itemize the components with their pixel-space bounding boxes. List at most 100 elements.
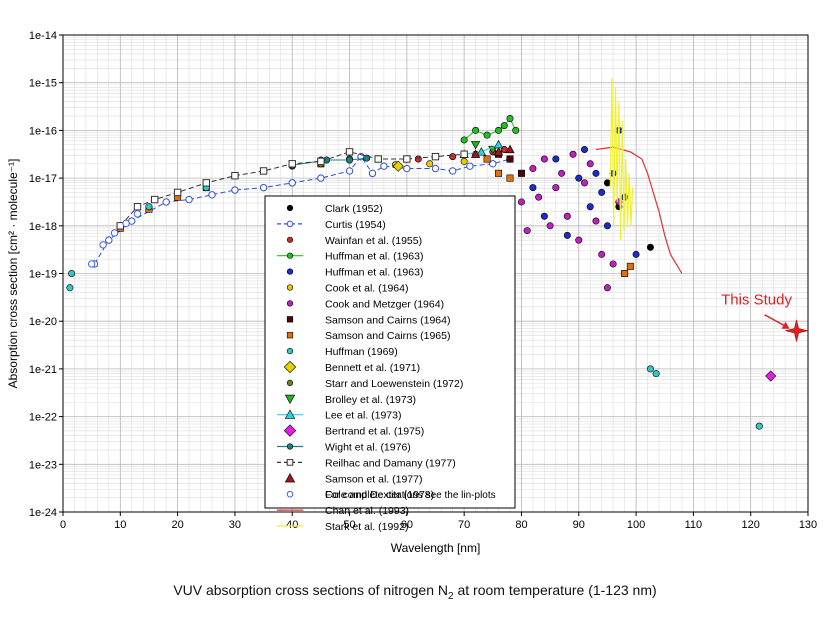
legend-marker	[286, 316, 294, 323]
legend-marker	[283, 424, 297, 437]
data-point	[122, 219, 130, 228]
x-tick-label: 40	[286, 519, 298, 531]
legend-label: Lee et al. (1973)	[325, 410, 401, 422]
data-point	[346, 156, 354, 164]
x-tick-label: 130	[799, 519, 817, 531]
data-point	[431, 152, 440, 161]
legend-entry: Huffman et al. (1963)	[286, 267, 423, 279]
data-point	[66, 284, 74, 292]
data-point	[529, 165, 537, 173]
data-point	[208, 191, 216, 199]
data-point	[231, 172, 239, 180]
data-point	[145, 203, 153, 211]
data-point	[105, 236, 113, 244]
legend-label: Cook and Metzger (1964)	[325, 298, 444, 310]
data-point	[603, 284, 611, 292]
legend-marker	[284, 473, 296, 483]
legend-label: Huffman et al. (1963)	[325, 267, 423, 279]
y-tick-label: 1e-20	[29, 316, 57, 328]
legend-entry: Wight et al. (1976)	[277, 442, 411, 454]
x-tick-label: 10	[114, 519, 126, 531]
legend-label: Chan et al. (1993)	[325, 505, 409, 517]
legend-entry: Curtis (1954)	[277, 219, 386, 231]
legend-marker	[286, 332, 294, 339]
caption-subscript: 2	[448, 590, 454, 602]
data-point	[87, 260, 96, 268]
x-tick-label: 120	[742, 519, 760, 531]
data-point	[99, 241, 107, 249]
legend-entry: Bennett et al. (1971)	[283, 360, 420, 374]
data-point	[580, 145, 588, 153]
data-point	[483, 131, 491, 139]
x-tick-label: 60	[401, 519, 413, 531]
legend-note: For complete citations see the lin-plots	[325, 490, 496, 501]
legend-entry: Samson et al. (1977)	[284, 473, 422, 485]
legend-entry: Stark et al. (1992)	[277, 521, 408, 533]
data-point	[150, 195, 159, 204]
data-point	[505, 144, 515, 154]
legend-marker	[286, 268, 294, 275]
legend-entry: Clark (1952)	[286, 203, 383, 215]
data-point	[755, 422, 763, 430]
caption-prefix: VUV absorption cross sections of nitroge…	[173, 582, 449, 598]
y-axis-title: Absorption cross section [cm² · molecule…	[6, 159, 20, 389]
series-18	[87, 210, 142, 268]
data-point	[470, 141, 481, 150]
data-point	[495, 126, 503, 134]
data-point	[173, 188, 182, 197]
legend-entry: Huffman (1969)	[286, 346, 398, 358]
series-3	[460, 114, 520, 144]
data-point	[202, 179, 210, 187]
data-point	[546, 222, 554, 230]
legend-marker	[286, 490, 294, 498]
data-point	[500, 122, 508, 130]
legend-label: Stark et al. (1992)	[325, 521, 408, 533]
legend-marker	[286, 220, 294, 228]
series-14	[765, 370, 777, 382]
data-point	[575, 174, 583, 182]
data-point	[133, 210, 142, 218]
legend-label: Huffman (1969)	[325, 346, 398, 358]
data-point	[489, 160, 497, 168]
data-point	[259, 183, 268, 192]
legend-marker	[286, 379, 294, 387]
data-point	[592, 169, 600, 177]
data-point	[652, 370, 660, 378]
data-point	[512, 126, 520, 134]
data-point	[598, 250, 606, 258]
legend-entry: Wainfan et al. (1955)	[286, 235, 422, 247]
data-point	[609, 260, 617, 268]
data-point	[646, 365, 654, 373]
data-point	[632, 250, 640, 258]
data-point	[621, 269, 629, 277]
y-tick-label: 1e-24	[29, 507, 57, 519]
legend-entry: Lee et al. (1973)	[277, 409, 401, 422]
data-point	[517, 169, 525, 177]
x-tick-label: 100	[627, 519, 645, 531]
data-point	[586, 160, 594, 168]
data-point	[392, 160, 404, 172]
legend-label: Starr and Loewenstein (1972)	[325, 378, 463, 390]
data-point	[483, 155, 491, 163]
data-point	[231, 186, 239, 194]
caption-suffix: at room temperature (1-123 nm)	[453, 582, 657, 598]
series-10	[392, 160, 404, 172]
data-point	[646, 243, 654, 251]
data-point	[68, 269, 76, 277]
legend-marker	[286, 459, 294, 466]
data-point	[449, 153, 457, 161]
x-tick-label: 0	[60, 519, 66, 531]
legend-marker	[284, 409, 296, 419]
legend-entry: Huffman et al. (1963)	[277, 251, 423, 263]
data-point	[592, 217, 600, 225]
y-tick-label: 1e-22	[29, 412, 57, 424]
x-tick-label: 30	[229, 519, 241, 531]
data-point	[317, 157, 325, 166]
legend-label: Brolley et al. (1973)	[325, 394, 416, 406]
data-point	[133, 203, 142, 211]
data-point	[765, 370, 777, 382]
x-tick-label: 20	[171, 519, 183, 531]
y-tick-label: 1e-14	[29, 30, 57, 42]
data-point	[552, 184, 560, 192]
